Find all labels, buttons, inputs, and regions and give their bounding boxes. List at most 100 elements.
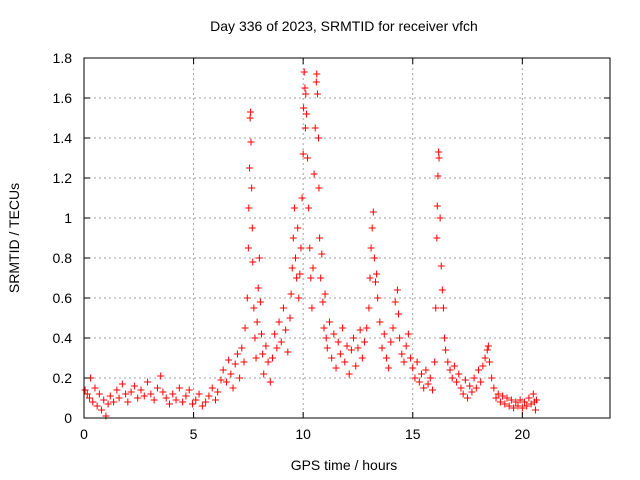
data-point bbox=[385, 364, 393, 372]
data-point bbox=[309, 264, 317, 272]
data-point bbox=[244, 244, 252, 252]
data-point bbox=[315, 134, 323, 142]
y-tick-label: 0.8 bbox=[53, 250, 73, 266]
data-point bbox=[162, 394, 170, 402]
data-point bbox=[306, 244, 314, 252]
chart-title: Day 336 of 2023, SRMTID for receiver vfc… bbox=[210, 18, 478, 34]
data-point bbox=[122, 390, 130, 398]
data-point bbox=[426, 374, 434, 382]
data-point bbox=[165, 400, 173, 408]
data-point bbox=[339, 324, 347, 332]
data-point bbox=[374, 294, 382, 302]
data-point bbox=[289, 234, 297, 242]
data-point bbox=[533, 396, 541, 404]
data-point bbox=[175, 384, 183, 392]
data-point bbox=[435, 154, 443, 162]
x-tick-label: 10 bbox=[295, 426, 311, 442]
data-point bbox=[373, 270, 381, 278]
data-point bbox=[525, 394, 533, 402]
data-point bbox=[157, 372, 165, 380]
data-point bbox=[466, 382, 474, 390]
data-point bbox=[248, 184, 256, 192]
data-point bbox=[380, 330, 388, 338]
data-point bbox=[300, 104, 308, 112]
data-point bbox=[95, 390, 103, 398]
x-tick-label: 0 bbox=[80, 426, 88, 442]
data-point bbox=[420, 384, 428, 392]
data-point bbox=[277, 338, 285, 346]
data-point bbox=[305, 204, 313, 212]
data-point bbox=[366, 274, 374, 282]
data-point bbox=[347, 346, 355, 354]
data-point bbox=[118, 380, 126, 388]
data-point bbox=[299, 150, 307, 158]
data-point bbox=[240, 358, 248, 366]
data-point bbox=[343, 342, 351, 350]
data-point bbox=[113, 386, 121, 394]
plot-frame bbox=[83, 57, 611, 419]
data-point bbox=[290, 204, 298, 212]
data-points bbox=[81, 68, 541, 420]
data-point bbox=[115, 394, 123, 402]
data-point bbox=[188, 400, 196, 408]
data-point bbox=[415, 378, 423, 386]
data-point bbox=[124, 398, 132, 406]
data-point bbox=[323, 344, 331, 352]
data-point bbox=[455, 370, 463, 378]
data-point bbox=[311, 124, 319, 132]
data-point bbox=[91, 384, 99, 392]
data-point bbox=[523, 402, 531, 410]
data-point bbox=[254, 284, 262, 292]
data-point bbox=[268, 354, 276, 362]
data-point bbox=[150, 396, 158, 404]
data-point bbox=[382, 354, 390, 362]
data-point bbox=[284, 348, 292, 356]
data-point bbox=[83, 390, 91, 398]
data-point bbox=[437, 262, 445, 270]
y-tick-label: 1.4 bbox=[53, 130, 73, 146]
data-point bbox=[258, 330, 266, 338]
data-point bbox=[212, 396, 219, 404]
data-point bbox=[317, 274, 325, 282]
data-point bbox=[259, 350, 267, 358]
data-point bbox=[378, 344, 386, 352]
y-tick-label: 1.8 bbox=[53, 50, 73, 66]
data-point bbox=[461, 376, 469, 384]
data-point bbox=[448, 374, 456, 382]
data-point bbox=[368, 224, 376, 232]
data-point bbox=[273, 344, 281, 352]
data-point bbox=[516, 396, 524, 404]
data-point bbox=[251, 334, 259, 342]
y-tick-label: 1.2 bbox=[53, 170, 73, 186]
data-point bbox=[446, 366, 454, 374]
y-tick-label: 0.6 bbox=[53, 290, 73, 306]
data-point bbox=[266, 378, 274, 386]
data-point bbox=[195, 390, 203, 398]
data-point bbox=[481, 354, 489, 362]
data-point bbox=[391, 298, 399, 306]
data-point bbox=[179, 398, 187, 406]
data-point bbox=[422, 366, 430, 374]
data-point bbox=[472, 384, 480, 392]
data-point bbox=[492, 394, 500, 402]
data-point bbox=[159, 388, 167, 396]
data-point bbox=[404, 330, 412, 338]
data-point bbox=[433, 234, 441, 242]
data-point bbox=[253, 318, 261, 326]
data-point bbox=[98, 406, 106, 414]
data-point bbox=[488, 374, 496, 382]
y-tick-label: 1.6 bbox=[53, 90, 73, 106]
data-point bbox=[286, 314, 294, 322]
data-point bbox=[304, 154, 312, 162]
data-point bbox=[477, 378, 485, 386]
data-point bbox=[127, 388, 135, 396]
data-point bbox=[370, 254, 378, 262]
data-point bbox=[431, 358, 439, 366]
data-point bbox=[243, 294, 251, 302]
data-point bbox=[130, 382, 138, 390]
data-point bbox=[485, 358, 493, 366]
data-point bbox=[255, 254, 263, 262]
data-point bbox=[483, 346, 491, 354]
data-point bbox=[521, 398, 529, 406]
data-point bbox=[172, 396, 180, 404]
